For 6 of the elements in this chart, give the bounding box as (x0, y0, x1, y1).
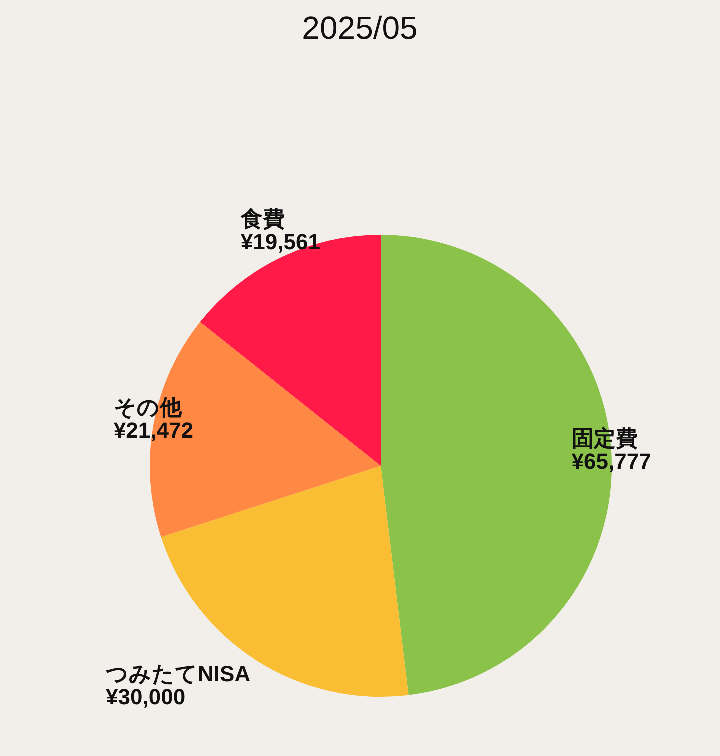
data-label: ¥19,561 (240, 229, 320, 254)
chart-title: 2025/05 (302, 10, 418, 46)
pie-slice (200, 235, 381, 466)
slice-label: つみたてNISA (106, 661, 251, 686)
data-label: ¥30,000 (106, 684, 186, 710)
slice-label: 食費 (240, 206, 285, 232)
